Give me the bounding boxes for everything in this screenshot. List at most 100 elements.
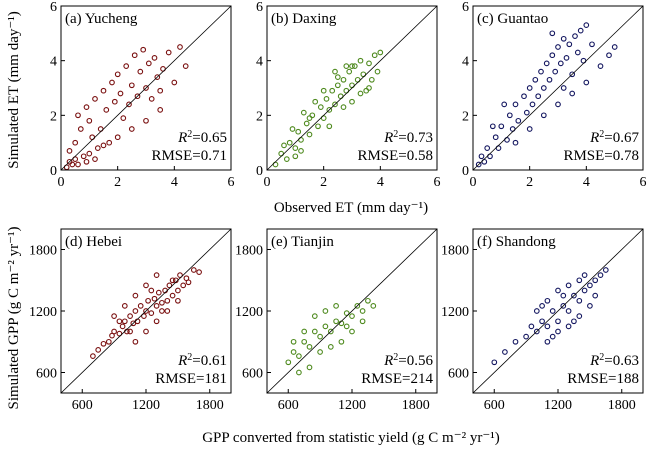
data-point	[555, 287, 561, 294]
data-point	[343, 323, 350, 330]
marker-group	[475, 22, 618, 168]
data-point	[175, 297, 181, 304]
data-point	[346, 68, 353, 75]
data-point	[549, 333, 556, 340]
y-tick-label: 6	[50, 0, 57, 15]
data-point	[165, 49, 172, 56]
marker-group	[63, 44, 189, 170]
data-point	[602, 267, 609, 273]
data-point	[565, 282, 572, 289]
data-point	[529, 101, 536, 108]
data-point	[589, 41, 595, 48]
rmse-label: RMSE=188	[567, 371, 639, 387]
data-point	[281, 142, 287, 149]
data-point	[357, 90, 364, 97]
data-point	[159, 299, 165, 306]
one-to-one-line	[472, 5, 644, 171]
x-tick-label: 0	[470, 175, 477, 190]
data-point	[363, 87, 370, 94]
rmse-label: RMSE=181	[155, 371, 227, 387]
data-point	[549, 308, 556, 314]
x-tick-label: 4	[583, 175, 590, 190]
data-point	[581, 287, 588, 294]
data-point	[317, 104, 324, 110]
y-tick-label: 2	[462, 109, 469, 124]
data-point	[340, 104, 347, 110]
data-point	[606, 52, 612, 59]
rmse-label: RMSE=0.71	[151, 148, 227, 164]
data-point	[368, 76, 375, 83]
data-point	[127, 313, 133, 319]
r2-label: R2=0.65	[177, 129, 227, 147]
data-point	[309, 112, 316, 119]
data-point	[526, 85, 533, 91]
data-point	[332, 101, 338, 108]
data-point	[597, 63, 604, 69]
data-point	[326, 123, 333, 130]
data-point	[111, 328, 117, 335]
data-point	[501, 101, 508, 108]
data-point	[560, 303, 567, 309]
data-point	[111, 98, 118, 105]
data-point	[572, 33, 578, 39]
data-point	[116, 330, 123, 337]
data-point	[290, 338, 297, 345]
data-point	[143, 85, 149, 91]
data-point	[103, 107, 110, 113]
plot-frame	[266, 5, 438, 171]
data-point	[560, 292, 567, 299]
data-point	[120, 115, 127, 121]
data-point	[196, 269, 202, 275]
x-axis-title-gpp: GPP converted from statistic yield (g C …	[202, 430, 500, 446]
data-point	[126, 101, 132, 108]
data-point	[365, 297, 371, 304]
data-point	[555, 328, 561, 335]
panel-label: (d) Hebei	[65, 234, 122, 250]
y-tick-label: 0	[50, 164, 57, 179]
data-point	[592, 292, 599, 299]
data-point	[569, 90, 576, 97]
plot-frame	[472, 5, 644, 171]
data-point	[565, 323, 572, 330]
data-point	[301, 338, 308, 345]
y-tick-label: 1800	[235, 244, 263, 259]
y-tick-label: 6	[256, 0, 263, 15]
one-to-one-line	[266, 5, 438, 171]
data-point	[343, 63, 350, 69]
data-point	[141, 313, 147, 319]
y-tick-label: 4	[462, 55, 469, 70]
data-point	[306, 344, 313, 350]
data-point	[538, 68, 544, 75]
data-point	[292, 153, 299, 160]
data-point	[532, 76, 539, 83]
data-point	[157, 87, 164, 94]
data-point	[119, 323, 126, 330]
data-point	[296, 369, 302, 376]
data-point	[148, 310, 155, 316]
data-point	[552, 68, 559, 75]
data-point	[374, 68, 381, 75]
data-point	[292, 145, 299, 151]
data-point	[574, 49, 581, 56]
data-point	[106, 139, 113, 146]
marker-group	[285, 297, 377, 376]
y-tick-label: 4	[50, 55, 57, 70]
data-point	[306, 131, 313, 138]
data-point	[576, 297, 583, 304]
data-point	[484, 145, 491, 151]
y-tick-label: 0	[462, 164, 469, 179]
data-point	[512, 338, 519, 345]
data-point	[332, 68, 338, 75]
data-point	[576, 277, 583, 284]
data-point	[349, 98, 355, 105]
panel-label: (a) Yucheng	[65, 11, 138, 27]
y-tick-label: 600	[448, 367, 469, 382]
x-tick-label: 600	[278, 398, 299, 413]
panel-label: (f) Shandong	[477, 234, 556, 250]
data-point	[587, 282, 593, 289]
data-point	[164, 297, 171, 304]
y-tick-label: 1800	[29, 244, 57, 259]
x-tick-label: 6	[434, 175, 441, 190]
